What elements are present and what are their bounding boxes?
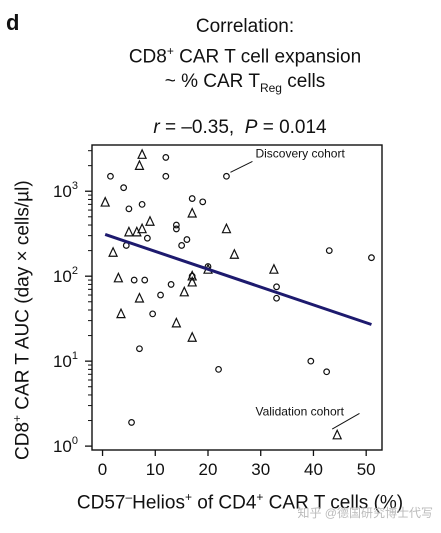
watermark: 知乎 @德国研究博士代写 [297, 506, 433, 520]
discovery-point-2 [125, 205, 133, 213]
annotation-leader-0 [230, 160, 253, 173]
discovery-point-25 [307, 357, 315, 365]
correlation-stats: r = –0.35, P = 0.014 [90, 117, 390, 139]
validation-point-17 [229, 248, 240, 259]
discovery-point-27 [325, 247, 333, 255]
annotation-label-0: Discovery cohort [255, 146, 345, 160]
r-value: = –0.35, [159, 117, 235, 138]
validation-point-3 [116, 307, 126, 319]
discovery-point-6 [172, 221, 180, 229]
discovery-point-23 [273, 283, 280, 291]
x-tick-label-0: 0 [98, 460, 107, 479]
validation-point-0 [100, 196, 111, 207]
discovery-point-0 [107, 172, 114, 180]
discovery-point-4 [162, 154, 170, 161]
x-tick-label-2: 20 [199, 460, 218, 479]
y-tick-label-3: 103 [53, 180, 78, 201]
discovery-point-17 [167, 281, 175, 288]
annotation-leader-1 [331, 412, 360, 430]
validation-point-9 [145, 215, 155, 226]
y-axis-label: CD8+ CAR T AUC (day × cells/µl) [10, 180, 34, 460]
discovery-point-15 [149, 310, 157, 318]
x-tick-label-1: 10 [146, 460, 165, 479]
discovery-point-24 [273, 294, 280, 302]
discovery-point-5 [162, 172, 170, 180]
title-line-3-rest: cells [281, 71, 326, 93]
y-label-rest: CAR T AUC (day × cells/µl) [12, 180, 34, 415]
discovery-point-14 [141, 276, 149, 284]
chart-title: Correlation: CD8+ CAR T cell expansion ~… [80, 14, 410, 101]
x-label-c-sup: + [256, 490, 264, 504]
validation-point-7 [137, 148, 148, 159]
y-label-sup: + [10, 414, 24, 422]
validation-point-14 [187, 276, 198, 287]
title-line-3-sub: Reg [259, 81, 282, 96]
discovery-point-10 [199, 198, 207, 206]
discovery-point-1 [120, 184, 128, 192]
title-line-2-rest: CAR T cell expansion [173, 46, 362, 68]
validation-point-11 [179, 285, 190, 297]
discovery-point-29 [128, 419, 135, 426]
x-label-b: Helios [132, 492, 185, 514]
discovery-point-13 [136, 345, 143, 353]
x-label-a-sup: – [125, 490, 133, 504]
validation-point-20 [137, 222, 148, 234]
title-line-2: CD8+ CAR T cell expansion [80, 39, 410, 69]
validation-point-15 [187, 331, 198, 342]
discovery-point-26 [323, 368, 331, 376]
discovery-point-9 [188, 195, 196, 202]
discovery-point-30 [143, 234, 151, 242]
validation-point-16 [221, 222, 232, 234]
title-line-3: ~ % CAR TReg cells [80, 69, 410, 101]
x-tick-label-5: 50 [357, 460, 376, 479]
title-line-1: Correlation: [195, 16, 295, 37]
discovery-point-18 [172, 225, 180, 233]
x-tick-label-3: 30 [251, 460, 270, 479]
validation-point-13 [187, 270, 198, 281]
p-label: P [244, 117, 258, 138]
x-tick-label-4: 40 [304, 460, 323, 479]
validation-point-12 [187, 207, 198, 218]
y-tick-label-1: 101 [53, 350, 78, 371]
title-line-2-sup: + [166, 44, 174, 58]
validation-point-1 [108, 246, 119, 257]
discovery-point-3 [138, 200, 146, 208]
discovery-point-7 [178, 242, 186, 249]
y-tick-label-0: 100 [53, 435, 78, 456]
validation-point-8 [134, 292, 145, 303]
validation-point-4 [123, 225, 134, 237]
title-line-3-text: ~ % CAR T [164, 71, 260, 93]
validation-point-6 [134, 159, 145, 170]
discovery-point-8 [183, 236, 191, 243]
p-value: = 0.014 [257, 117, 327, 138]
y-tick-label-2: 102 [53, 265, 78, 286]
x-label-c: of CD4 [191, 492, 257, 514]
y-label-text: CD8 [12, 421, 34, 460]
discovery-point-22 [223, 172, 230, 180]
plot-frame [91, 144, 383, 451]
discovery-point-12 [130, 276, 138, 284]
validation-point-18 [268, 263, 279, 274]
x-axis-label: CD57–Helios+ of CD4+ CAR T cells (%) [40, 490, 440, 514]
r-label: r [153, 117, 160, 138]
x-label-a: CD57 [76, 492, 126, 514]
title-line-2-text: CD8 [128, 46, 167, 68]
annotation-label-1: Validation cohort [255, 404, 344, 418]
panel-letter: d [6, 10, 20, 35]
discovery-point-28 [368, 254, 375, 262]
regression-line [104, 233, 372, 326]
validation-point-2 [113, 271, 124, 283]
discovery-point-21 [215, 365, 222, 373]
validation-point-19 [332, 428, 343, 440]
x-label-b-sup: + [184, 490, 192, 504]
validation-point-10 [171, 316, 182, 328]
discovery-point-16 [157, 291, 164, 299]
x-label-d: CAR T cells (%) [263, 492, 404, 514]
